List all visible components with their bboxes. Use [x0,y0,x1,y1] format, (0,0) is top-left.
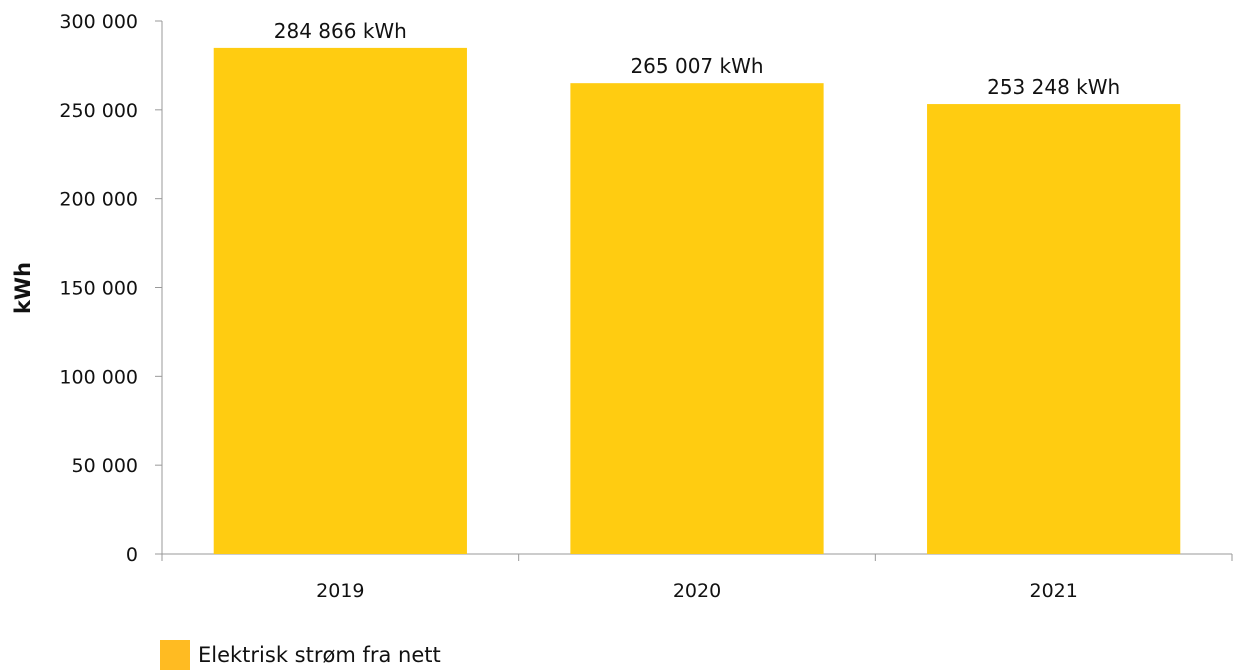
x-tick-label: 2021 [1029,580,1077,602]
y-axis: 0 50 000 100 000 150 000 200 000 250 000 300 0… [59,11,163,566]
legend: Elektrisk strøm fra nett [160,640,441,670]
y-tick-label: 100 000 [59,366,138,388]
bar-2021 [927,104,1181,555]
y-tick-label: 200 000 [59,189,138,211]
data-labels: 284 866 kWh 265 007 kWh 253 248 kWh [274,19,1120,99]
data-label-2021: 253 248 kWh [987,75,1120,99]
bar-2020 [570,83,824,554]
legend-swatch [160,640,190,670]
y-tick-label: 150 000 [59,278,138,300]
x-tick-label: 2019 [316,580,364,602]
y-tick-label: 50 000 [72,455,138,477]
x-axis: 2019 2020 2021 [161,553,1233,602]
legend-label: Elektrisk strøm fra nett [198,643,441,667]
x-tick-label: 2020 [673,580,721,602]
data-label-2019: 284 866 kWh [274,19,407,43]
data-label-2020: 265 007 kWh [630,54,763,78]
y-tick-label: 250 000 [59,100,138,122]
bars [213,47,1181,555]
y-tick-label: 0 [126,544,138,566]
bar-2019 [213,47,467,555]
y-axis-title: kWh [11,262,35,314]
y-tick-label: 300 000 [59,11,138,33]
